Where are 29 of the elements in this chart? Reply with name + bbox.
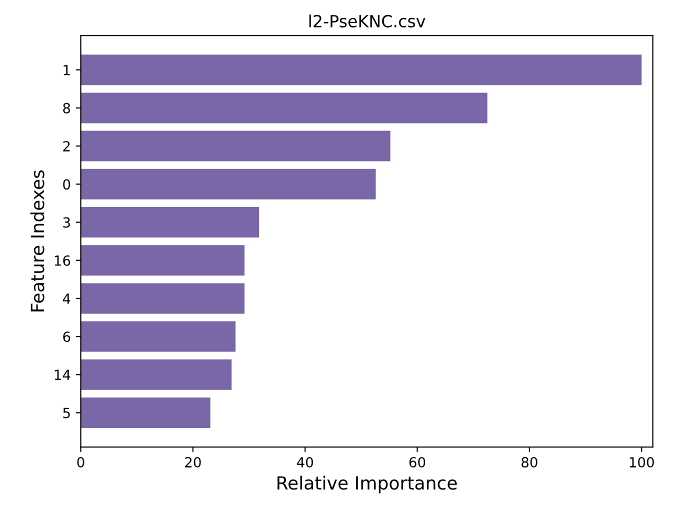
x-axis-title: Relative Importance [278, 476, 457, 494]
bar [80, 359, 232, 390]
x-tick-label: 80 [522, 457, 538, 468]
y-tick-label: 16 [54, 255, 70, 266]
bar [80, 398, 210, 428]
y-tick-label: 4 [62, 294, 70, 304]
y-tick-label: 6 [63, 332, 70, 342]
bar [80, 245, 245, 276]
chart-title: l2-PseKNC.csv [309, 14, 426, 28]
bar [80, 54, 642, 86]
x-tick-label: 0 [77, 457, 84, 468]
y-tick-label: 1 [64, 65, 70, 76]
bar [80, 168, 376, 200]
bar [80, 130, 390, 162]
x-tick-label: 100 [630, 457, 654, 468]
x-tick-label: 40 [296, 457, 314, 468]
y-tick-label: 0 [63, 179, 70, 190]
x-tick-label: 20 [185, 457, 201, 468]
y-tick-label: 8 [63, 102, 70, 114]
y-axis-title: Feature Indexes [30, 170, 44, 312]
y-tick-label: 3 [63, 217, 70, 228]
y-tick-label: 5 [63, 408, 70, 418]
y-tick-label: 14 [54, 370, 70, 380]
x-tick-label: 60 [409, 457, 426, 468]
bar [80, 321, 236, 352]
bar [80, 207, 260, 238]
bar [80, 283, 245, 314]
y-tick-label: 2 [63, 141, 70, 152]
bar [80, 92, 488, 124]
